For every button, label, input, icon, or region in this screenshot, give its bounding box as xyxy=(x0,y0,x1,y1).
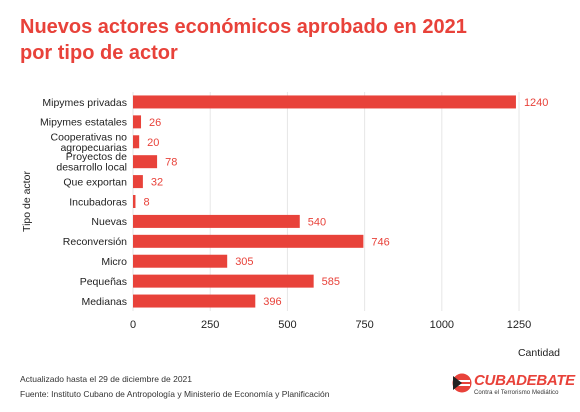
footer-updated-note: Actualizado hasta el 29 de diciembre de … xyxy=(20,374,193,384)
bar-value-label: 305 xyxy=(235,256,253,268)
bar xyxy=(133,294,256,308)
logo-tagline: Contra el Terrorismo Mediático xyxy=(474,390,559,396)
bar-value-label: 585 xyxy=(322,276,340,288)
bar-value-label: 32 xyxy=(151,177,163,189)
bar xyxy=(133,155,158,169)
bar xyxy=(133,175,143,189)
bar-value-label: 540 xyxy=(308,216,326,228)
y-tick-label: Mipymes estatales xyxy=(40,117,127,129)
x-axis-label: Cantidad xyxy=(518,347,560,359)
bar-value-label: 746 xyxy=(371,236,389,248)
y-tick-label: Micro xyxy=(101,256,127,268)
bar xyxy=(133,214,300,228)
bar-value-label: 78 xyxy=(165,157,177,169)
chart-title: Nuevos actores económicos aprobado en 20… xyxy=(20,14,467,66)
x-tick-label: 750 xyxy=(355,319,373,331)
x-tick-label: 500 xyxy=(278,319,296,331)
bar xyxy=(133,234,364,248)
y-tick-label: Pequeñas xyxy=(80,276,127,288)
x-tick-label: 0 xyxy=(130,319,136,331)
y-tick-label: Reconversión xyxy=(63,236,127,248)
logo-flag-icon xyxy=(452,373,472,393)
y-tick-label: Medianas xyxy=(81,296,127,308)
x-tick-label: 1000 xyxy=(430,319,454,331)
y-tick-label: Nuevas xyxy=(91,216,127,228)
bar xyxy=(133,95,516,109)
x-tick-label: 1250 xyxy=(507,319,531,331)
y-tick-label: Incubadoras xyxy=(69,196,127,208)
bar xyxy=(133,254,228,268)
chart-title-line-2: por tipo de actor xyxy=(20,42,178,64)
cubadebate-logo: CUBADEBATE Contra el Terrorismo Mediátic… xyxy=(452,372,575,402)
bar-value-label: 1240 xyxy=(524,97,548,109)
bar xyxy=(133,274,314,288)
bar xyxy=(133,195,136,208)
bar-chart: 0 250 500 750 1000 1250 Cantidad Tipo de actor M… xyxy=(21,92,560,359)
y-tick-label: Proyectos de xyxy=(66,151,127,163)
chart-title-line-1: Nuevos actores económicos aprobado en 20… xyxy=(20,16,467,38)
y-tick-label: desarrollo local xyxy=(56,162,127,174)
y-tick-label: Cooperativas no xyxy=(51,131,128,143)
y-tick-label: agropecuarias xyxy=(60,142,127,154)
bar-value-label: 396 xyxy=(263,296,281,308)
logo-wordmark: CUBADEBATE xyxy=(474,372,575,389)
x-tick-label: 250 xyxy=(201,319,219,331)
y-tick-label: Que exportan xyxy=(63,176,127,188)
bar-value-label: 20 xyxy=(147,137,159,149)
y-tick-label: Mipymes privadas xyxy=(42,97,127,109)
y-axis-label: Tipo de actor xyxy=(21,171,33,232)
bar-value-label: 26 xyxy=(149,117,161,129)
bar xyxy=(133,115,142,129)
bar-value-label: 8 xyxy=(143,197,149,209)
footer-source-note: Fuente: Instituto Cubano de Antropología… xyxy=(20,389,330,399)
bar xyxy=(133,135,140,149)
